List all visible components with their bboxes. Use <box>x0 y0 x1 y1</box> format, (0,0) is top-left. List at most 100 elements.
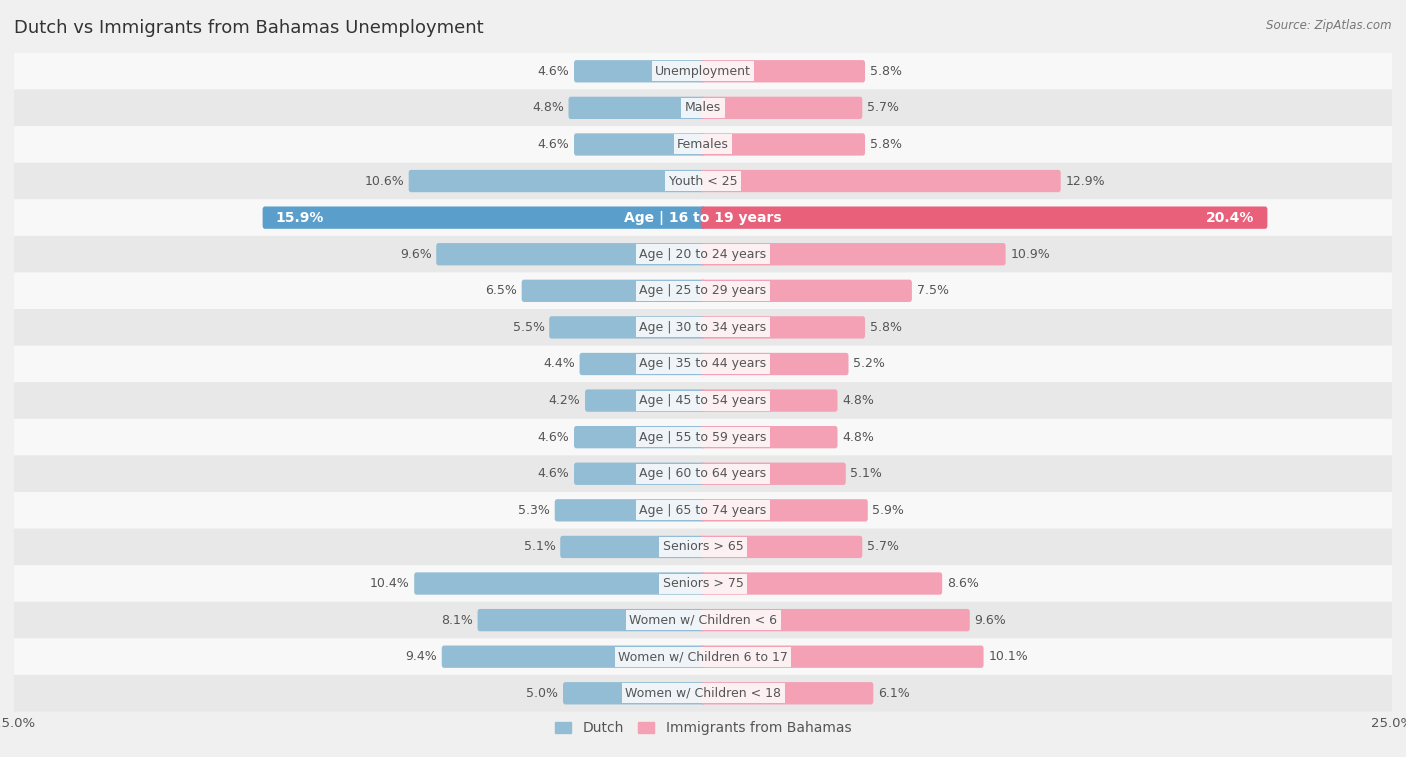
Text: Males: Males <box>685 101 721 114</box>
FancyBboxPatch shape <box>14 492 1392 528</box>
Text: 5.1%: 5.1% <box>523 540 555 553</box>
Legend: Dutch, Immigrants from Bahamas: Dutch, Immigrants from Bahamas <box>550 716 856 741</box>
FancyBboxPatch shape <box>14 565 1392 602</box>
Text: Age | 35 to 44 years: Age | 35 to 44 years <box>640 357 766 370</box>
FancyBboxPatch shape <box>14 346 1392 382</box>
Text: Age | 16 to 19 years: Age | 16 to 19 years <box>624 210 782 225</box>
Text: 10.9%: 10.9% <box>1011 248 1050 260</box>
Text: Unemployment: Unemployment <box>655 65 751 78</box>
FancyBboxPatch shape <box>522 279 706 302</box>
FancyBboxPatch shape <box>700 389 838 412</box>
FancyBboxPatch shape <box>555 499 706 522</box>
Text: 4.6%: 4.6% <box>537 138 569 151</box>
Text: Women w/ Children < 18: Women w/ Children < 18 <box>626 687 780 699</box>
Text: Source: ZipAtlas.com: Source: ZipAtlas.com <box>1267 19 1392 32</box>
Text: 4.4%: 4.4% <box>543 357 575 370</box>
FancyBboxPatch shape <box>560 536 706 558</box>
Text: 5.0%: 5.0% <box>526 687 558 699</box>
Text: 6.5%: 6.5% <box>485 285 517 298</box>
FancyBboxPatch shape <box>700 97 862 119</box>
FancyBboxPatch shape <box>14 163 1392 199</box>
FancyBboxPatch shape <box>14 309 1392 346</box>
FancyBboxPatch shape <box>700 133 865 156</box>
Text: 20.4%: 20.4% <box>1206 210 1254 225</box>
FancyBboxPatch shape <box>700 463 846 485</box>
FancyBboxPatch shape <box>700 609 970 631</box>
FancyBboxPatch shape <box>441 646 706 668</box>
FancyBboxPatch shape <box>14 528 1392 565</box>
FancyBboxPatch shape <box>14 456 1392 492</box>
Text: Seniors > 75: Seniors > 75 <box>662 577 744 590</box>
Text: 5.8%: 5.8% <box>870 138 901 151</box>
FancyBboxPatch shape <box>14 126 1392 163</box>
Text: 7.5%: 7.5% <box>917 285 949 298</box>
FancyBboxPatch shape <box>14 273 1392 309</box>
Text: 9.6%: 9.6% <box>974 614 1007 627</box>
FancyBboxPatch shape <box>562 682 706 705</box>
Text: Dutch vs Immigrants from Bahamas Unemployment: Dutch vs Immigrants from Bahamas Unemplo… <box>14 19 484 37</box>
FancyBboxPatch shape <box>14 199 1392 236</box>
FancyBboxPatch shape <box>14 602 1392 638</box>
Text: Females: Females <box>678 138 728 151</box>
Text: 5.8%: 5.8% <box>870 321 901 334</box>
FancyBboxPatch shape <box>574 133 706 156</box>
Text: 10.4%: 10.4% <box>370 577 409 590</box>
Text: 4.2%: 4.2% <box>548 394 581 407</box>
Text: 4.6%: 4.6% <box>537 431 569 444</box>
FancyBboxPatch shape <box>700 536 862 558</box>
FancyBboxPatch shape <box>700 353 848 375</box>
FancyBboxPatch shape <box>700 243 1005 266</box>
Text: 5.3%: 5.3% <box>519 504 550 517</box>
FancyBboxPatch shape <box>574 426 706 448</box>
Text: 9.6%: 9.6% <box>399 248 432 260</box>
Text: 6.1%: 6.1% <box>877 687 910 699</box>
Text: 5.5%: 5.5% <box>513 321 544 334</box>
Text: 12.9%: 12.9% <box>1066 175 1105 188</box>
Text: 4.6%: 4.6% <box>537 467 569 480</box>
Text: Age | 60 to 64 years: Age | 60 to 64 years <box>640 467 766 480</box>
FancyBboxPatch shape <box>700 279 912 302</box>
Text: 15.9%: 15.9% <box>276 210 325 225</box>
FancyBboxPatch shape <box>14 382 1392 419</box>
FancyBboxPatch shape <box>700 207 1267 229</box>
Text: Age | 65 to 74 years: Age | 65 to 74 years <box>640 504 766 517</box>
Text: 4.8%: 4.8% <box>531 101 564 114</box>
FancyBboxPatch shape <box>14 236 1392 273</box>
Text: 10.6%: 10.6% <box>364 175 404 188</box>
FancyBboxPatch shape <box>436 243 706 266</box>
Text: 8.1%: 8.1% <box>441 614 472 627</box>
Text: 5.2%: 5.2% <box>853 357 884 370</box>
FancyBboxPatch shape <box>700 682 873 705</box>
Text: 5.9%: 5.9% <box>873 504 904 517</box>
Text: 9.4%: 9.4% <box>405 650 437 663</box>
FancyBboxPatch shape <box>568 97 706 119</box>
FancyBboxPatch shape <box>574 463 706 485</box>
FancyBboxPatch shape <box>14 419 1392 456</box>
FancyBboxPatch shape <box>574 60 706 83</box>
FancyBboxPatch shape <box>14 675 1392 712</box>
Text: Women w/ Children < 6: Women w/ Children < 6 <box>628 614 778 627</box>
Text: 10.1%: 10.1% <box>988 650 1028 663</box>
Text: 4.8%: 4.8% <box>842 394 875 407</box>
FancyBboxPatch shape <box>478 609 706 631</box>
FancyBboxPatch shape <box>14 89 1392 126</box>
Text: 8.6%: 8.6% <box>946 577 979 590</box>
FancyBboxPatch shape <box>585 389 706 412</box>
Text: Women w/ Children 6 to 17: Women w/ Children 6 to 17 <box>619 650 787 663</box>
FancyBboxPatch shape <box>700 60 865 83</box>
Text: 5.8%: 5.8% <box>870 65 901 78</box>
FancyBboxPatch shape <box>700 499 868 522</box>
FancyBboxPatch shape <box>409 170 706 192</box>
FancyBboxPatch shape <box>14 638 1392 675</box>
Text: Age | 30 to 34 years: Age | 30 to 34 years <box>640 321 766 334</box>
Text: Age | 25 to 29 years: Age | 25 to 29 years <box>640 285 766 298</box>
FancyBboxPatch shape <box>550 316 706 338</box>
FancyBboxPatch shape <box>700 572 942 595</box>
FancyBboxPatch shape <box>700 426 838 448</box>
FancyBboxPatch shape <box>263 207 706 229</box>
Text: 4.6%: 4.6% <box>537 65 569 78</box>
Text: Age | 55 to 59 years: Age | 55 to 59 years <box>640 431 766 444</box>
Text: Age | 20 to 24 years: Age | 20 to 24 years <box>640 248 766 260</box>
FancyBboxPatch shape <box>579 353 706 375</box>
FancyBboxPatch shape <box>700 646 984 668</box>
